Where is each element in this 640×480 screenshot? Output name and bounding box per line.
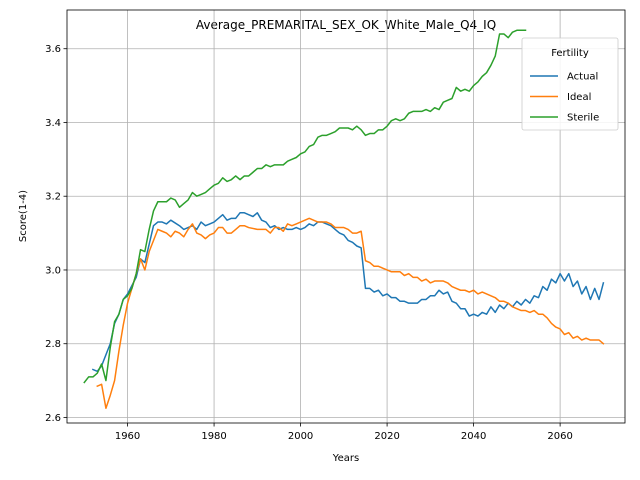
x-tick-label: 2000: [288, 431, 313, 442]
x-axis-label: Years: [332, 453, 359, 464]
y-tick-label: 2.8: [45, 339, 61, 350]
y-axis: 2.6 2.8 3.0 3.2 3.4 3.6: [45, 44, 67, 424]
x-axis: 1960 1980 2000 2020 2040 2060: [115, 423, 573, 442]
series-line-ideal: [96, 217, 605, 409]
x-tick-label: 2040: [461, 431, 486, 442]
y-tick-label: 3.2: [45, 192, 61, 203]
y-tick-label: 3.4: [45, 118, 61, 129]
y-tick-label: 2.6: [45, 413, 61, 424]
series-line-sterile: [83, 29, 527, 384]
legend-label-sterile: Sterile: [567, 113, 599, 124]
x-tick-label: 1980: [201, 431, 226, 442]
x-tick-label: 1960: [115, 431, 140, 442]
series-line-actual: [91, 212, 605, 373]
legend-box: [521, 37, 619, 131]
chart-title: Average_PREMARITAL_SEX_OK_White_Male_Q4_…: [196, 18, 496, 32]
y-tick-label: 3.6: [45, 44, 61, 55]
legend-label-actual: Actual: [567, 72, 598, 83]
y-tick-label: 3.0: [45, 265, 61, 276]
legend-title: Fertility: [551, 48, 589, 59]
series-layer: [83, 29, 605, 409]
x-tick-label: 2060: [547, 431, 572, 442]
plot-frame: [66, 9, 626, 424]
legend: Fertility Actual Ideal Sterile: [521, 37, 619, 131]
legend-items: Actual Ideal Sterile: [530, 72, 599, 124]
y-axis-label: Score(1-4): [18, 190, 29, 242]
legend-label-ideal: Ideal: [567, 92, 591, 103]
x-tick-label: 2020: [374, 431, 399, 442]
